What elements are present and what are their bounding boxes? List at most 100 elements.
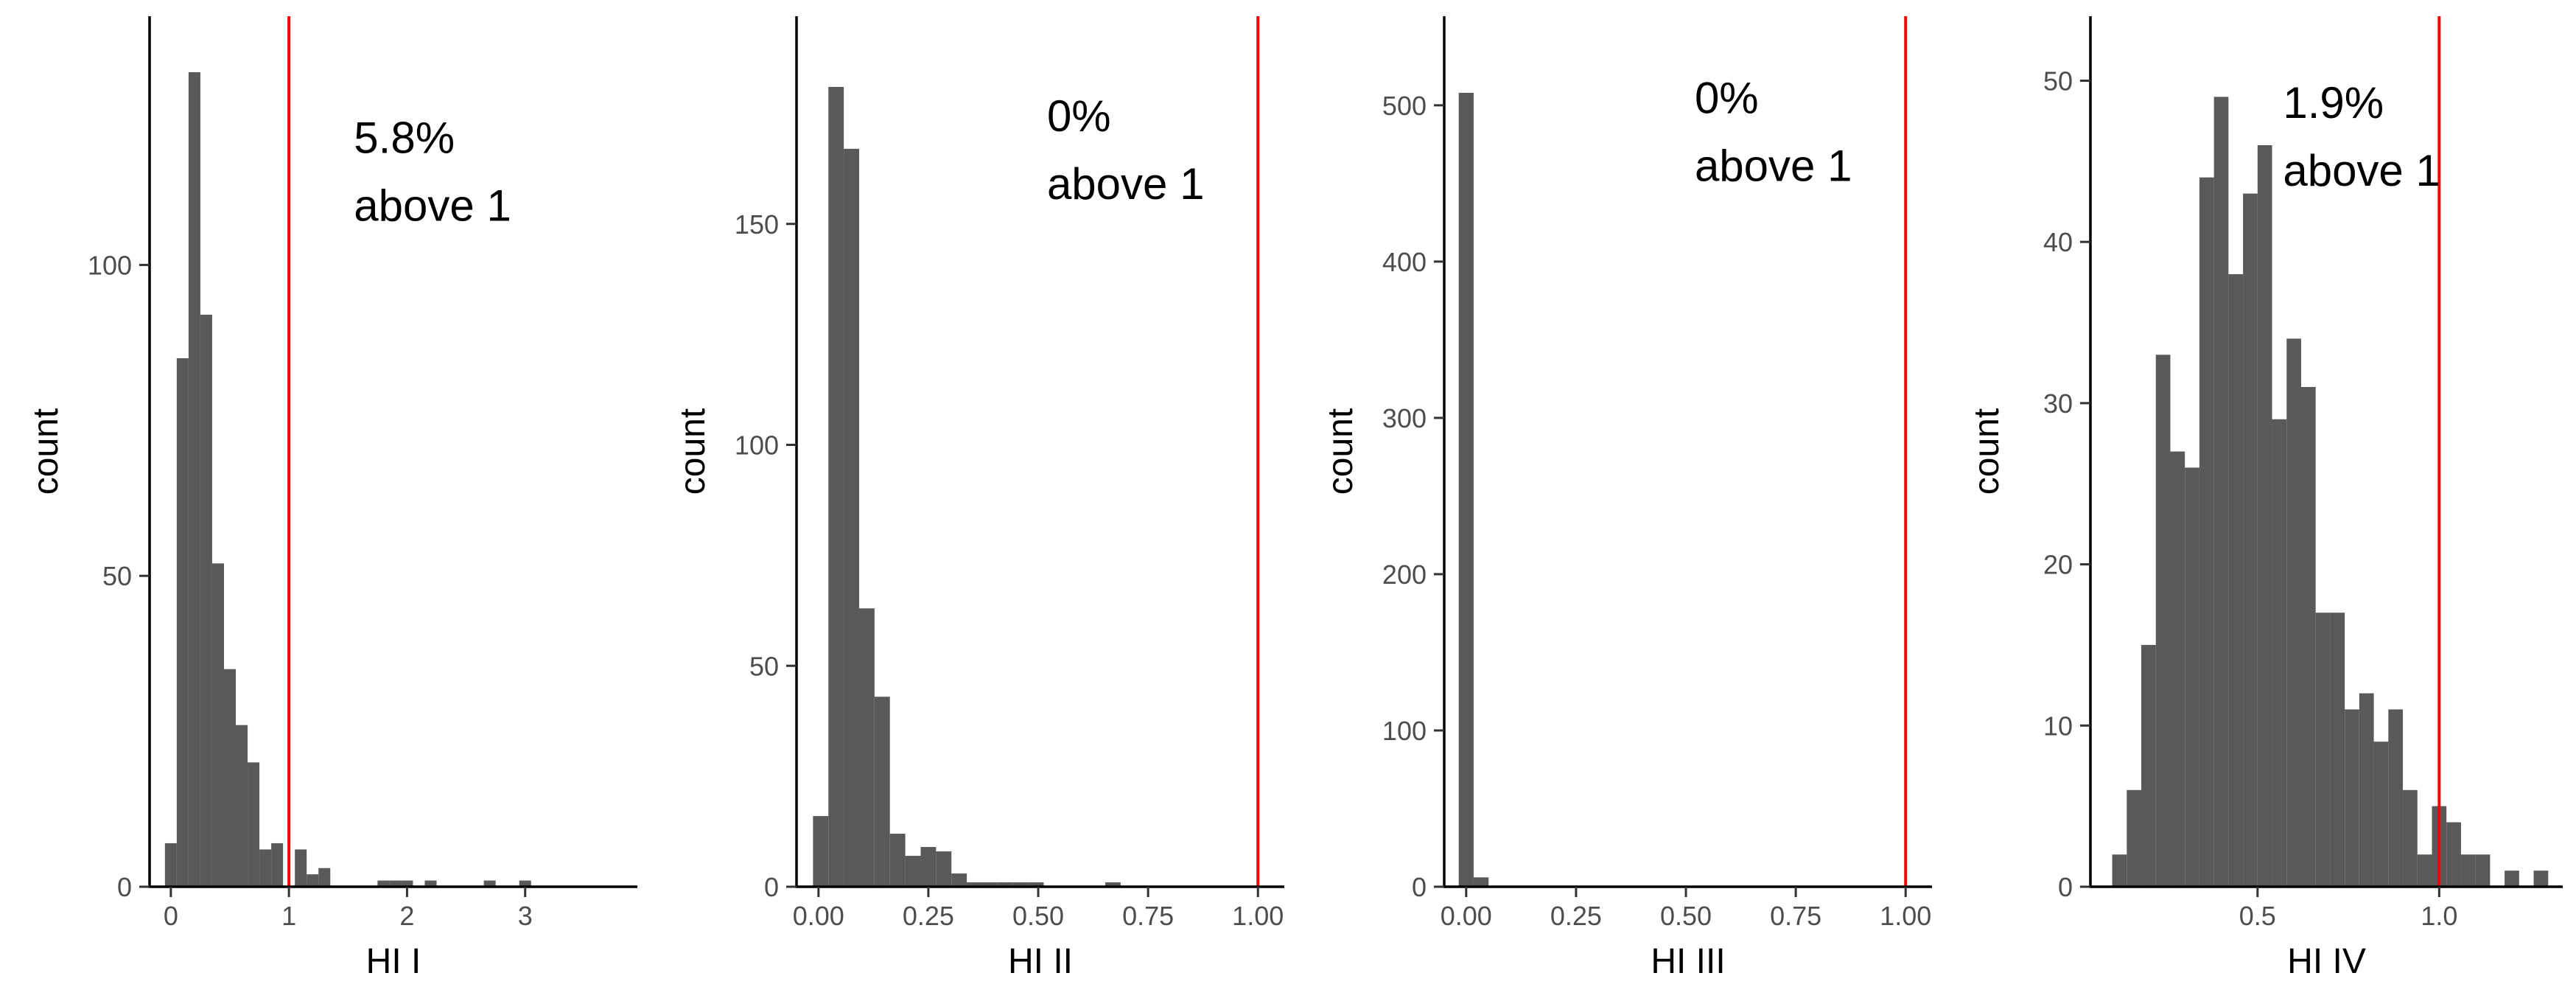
y-axis-title: count [27, 408, 66, 495]
histogram-bar [844, 148, 859, 887]
histogram-bar [318, 868, 331, 887]
histogram-bar [920, 847, 937, 887]
histogram-bar [2141, 644, 2156, 887]
x-tick-label: 1.00 [1232, 901, 1284, 931]
histogram-bar [2359, 693, 2374, 887]
x-tick-label: 0.50 [1012, 901, 1064, 931]
histogram-bar [2300, 387, 2316, 887]
histogram-bar [2388, 709, 2404, 887]
y-axis-title: count [1967, 408, 2006, 495]
histogram-bar [2345, 709, 2359, 887]
histogram-bar [248, 762, 260, 887]
y-tick-label: 50 [749, 651, 779, 681]
histogram-bar [211, 563, 224, 887]
annotation-text: above 1 [1695, 141, 1852, 190]
histogram-bar [1028, 882, 1044, 887]
histogram-bar [401, 880, 413, 887]
x-tick-label: 0.00 [793, 901, 844, 931]
annotation-text: above 1 [2283, 146, 2440, 195]
histogram-bar [2228, 273, 2244, 887]
histogram-bar [858, 608, 875, 887]
y-tick-label: 100 [735, 430, 779, 461]
histogram-bar [1012, 882, 1029, 887]
y-tick-label: 200 [1382, 559, 1427, 590]
histogram-bar [2505, 871, 2519, 887]
x-tick-label: 0.50 [1660, 901, 1712, 931]
x-axis-title: HI III [1651, 942, 1725, 981]
x-tick-label: 0.00 [1441, 901, 1492, 931]
y-axis-title: count [673, 408, 713, 495]
histogram-bar [2403, 789, 2418, 887]
histogram-bar [188, 72, 200, 887]
histogram-bar [2155, 355, 2171, 887]
histogram-bar [2286, 338, 2301, 887]
x-axis-title: HI II [1008, 942, 1073, 981]
y-axis-title: count [1321, 408, 1360, 495]
histogram-bar [905, 856, 921, 887]
y-tick-label: 100 [1382, 716, 1427, 746]
histogram-bar [1105, 882, 1121, 887]
y-tick-label: 150 [735, 209, 779, 240]
histogram-bar [828, 86, 844, 887]
histogram-bar [2257, 144, 2272, 887]
y-tick-label: 20 [2043, 550, 2073, 580]
histogram-bar [2460, 854, 2476, 887]
histogram-bar [389, 880, 402, 887]
annotation-text: 5.8% [354, 114, 455, 163]
histogram-bar [2373, 742, 2389, 887]
histogram-bar [377, 880, 390, 887]
x-axis-title: HI I [366, 942, 421, 981]
histogram-bar [981, 882, 998, 887]
x-tick-label: 2 [399, 901, 414, 931]
histogram-bar [889, 834, 906, 887]
y-tick-label: 100 [88, 250, 132, 280]
histogram-bar [2127, 789, 2142, 887]
y-tick-label: 50 [102, 561, 132, 591]
histogram-bar [259, 849, 272, 887]
histogram-bar [2213, 97, 2229, 887]
x-tick-label: 0.25 [1550, 901, 1602, 931]
y-tick-label: 30 [2043, 388, 2073, 419]
histogram-bar [2272, 419, 2287, 887]
x-tick-label: 1.00 [1880, 901, 1931, 931]
annotation-text: above 1 [354, 181, 511, 231]
y-tick-label: 0 [764, 872, 779, 902]
histogram-bar [424, 880, 437, 887]
histogram-bar [2446, 822, 2461, 887]
y-tick-label: 10 [2043, 711, 2073, 741]
histogram-bar [519, 880, 531, 887]
histogram-bar [236, 725, 248, 887]
histogram-panel-2: 0.00 0.25 0.50 0.75 1.00 0 50 100 150 HI II count 0… [673, 16, 1284, 981]
histogram-bar [2475, 854, 2491, 887]
histogram-bar [1473, 877, 1489, 887]
y-tick-label: 500 [1382, 91, 1427, 121]
histogram-panel-4: 0.5 1.0 0 10 20 30 40 50 HI IV count 1.9% above 1 [1967, 16, 2563, 981]
x-axis-title: HI IV [2287, 942, 2366, 981]
histogram-bar [874, 697, 890, 887]
histogram-bar [271, 843, 284, 887]
histogram-bar [2315, 613, 2331, 887]
histogram-bar [200, 314, 212, 887]
histogram-bar [813, 816, 829, 887]
y-tick-label: 300 [1382, 403, 1427, 433]
histogram-bar [176, 358, 189, 887]
histogram-bar [307, 874, 319, 887]
x-tick-label: 0.75 [1770, 901, 1821, 931]
x-tick-label: 0.75 [1122, 901, 1174, 931]
histogram-bar [164, 843, 177, 887]
histogram-bar [2243, 193, 2258, 887]
y-tick-label: 400 [1382, 247, 1427, 277]
histogram-bar [936, 851, 952, 887]
histogram-panel-1: 0 1 2 3 0 50 100 HI I count 5.8% above 1 [27, 16, 637, 981]
y-tick-label: 0 [1412, 872, 1427, 902]
x-tick-label: 0.5 [2239, 901, 2276, 931]
histogram-panel-3: 0.00 0.25 0.50 0.75 1.00 0 100 200 300 400 500 HI I… [1321, 16, 1932, 981]
histogram-bar [2330, 613, 2345, 887]
histogram-bar [951, 873, 967, 887]
annotation-text: above 1 [1047, 159, 1205, 209]
histogram-bar [2112, 854, 2127, 887]
histogram-bar [2533, 871, 2549, 887]
x-tick-label: 0.25 [903, 901, 954, 931]
histogram-bar [967, 882, 982, 887]
